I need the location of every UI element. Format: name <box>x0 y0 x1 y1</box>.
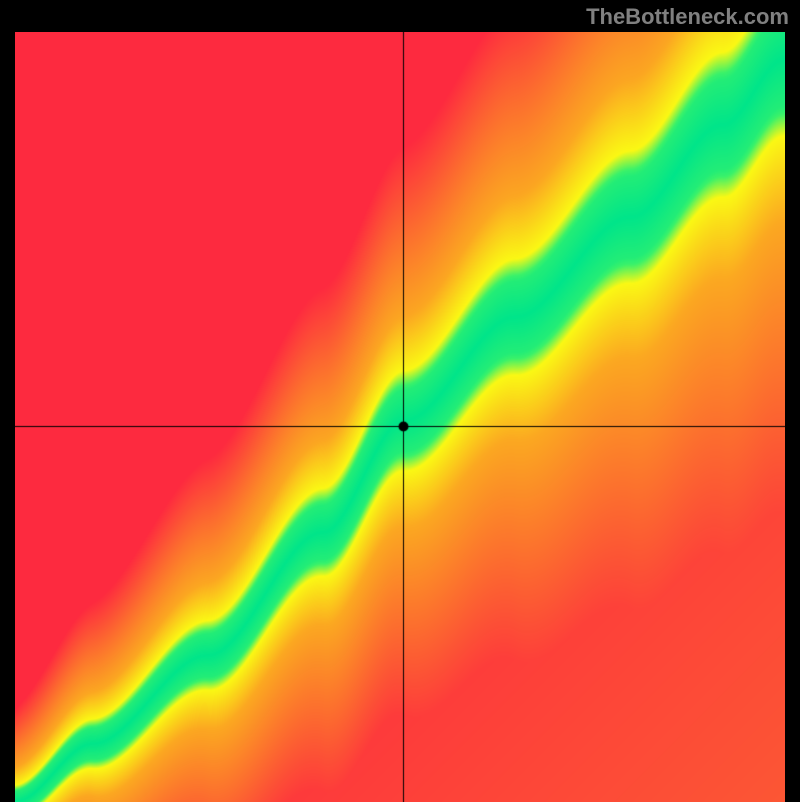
watermark-text: TheBottleneck.com <box>586 4 789 30</box>
bottleneck-heatmap <box>15 32 785 802</box>
chart-container <box>15 32 785 802</box>
